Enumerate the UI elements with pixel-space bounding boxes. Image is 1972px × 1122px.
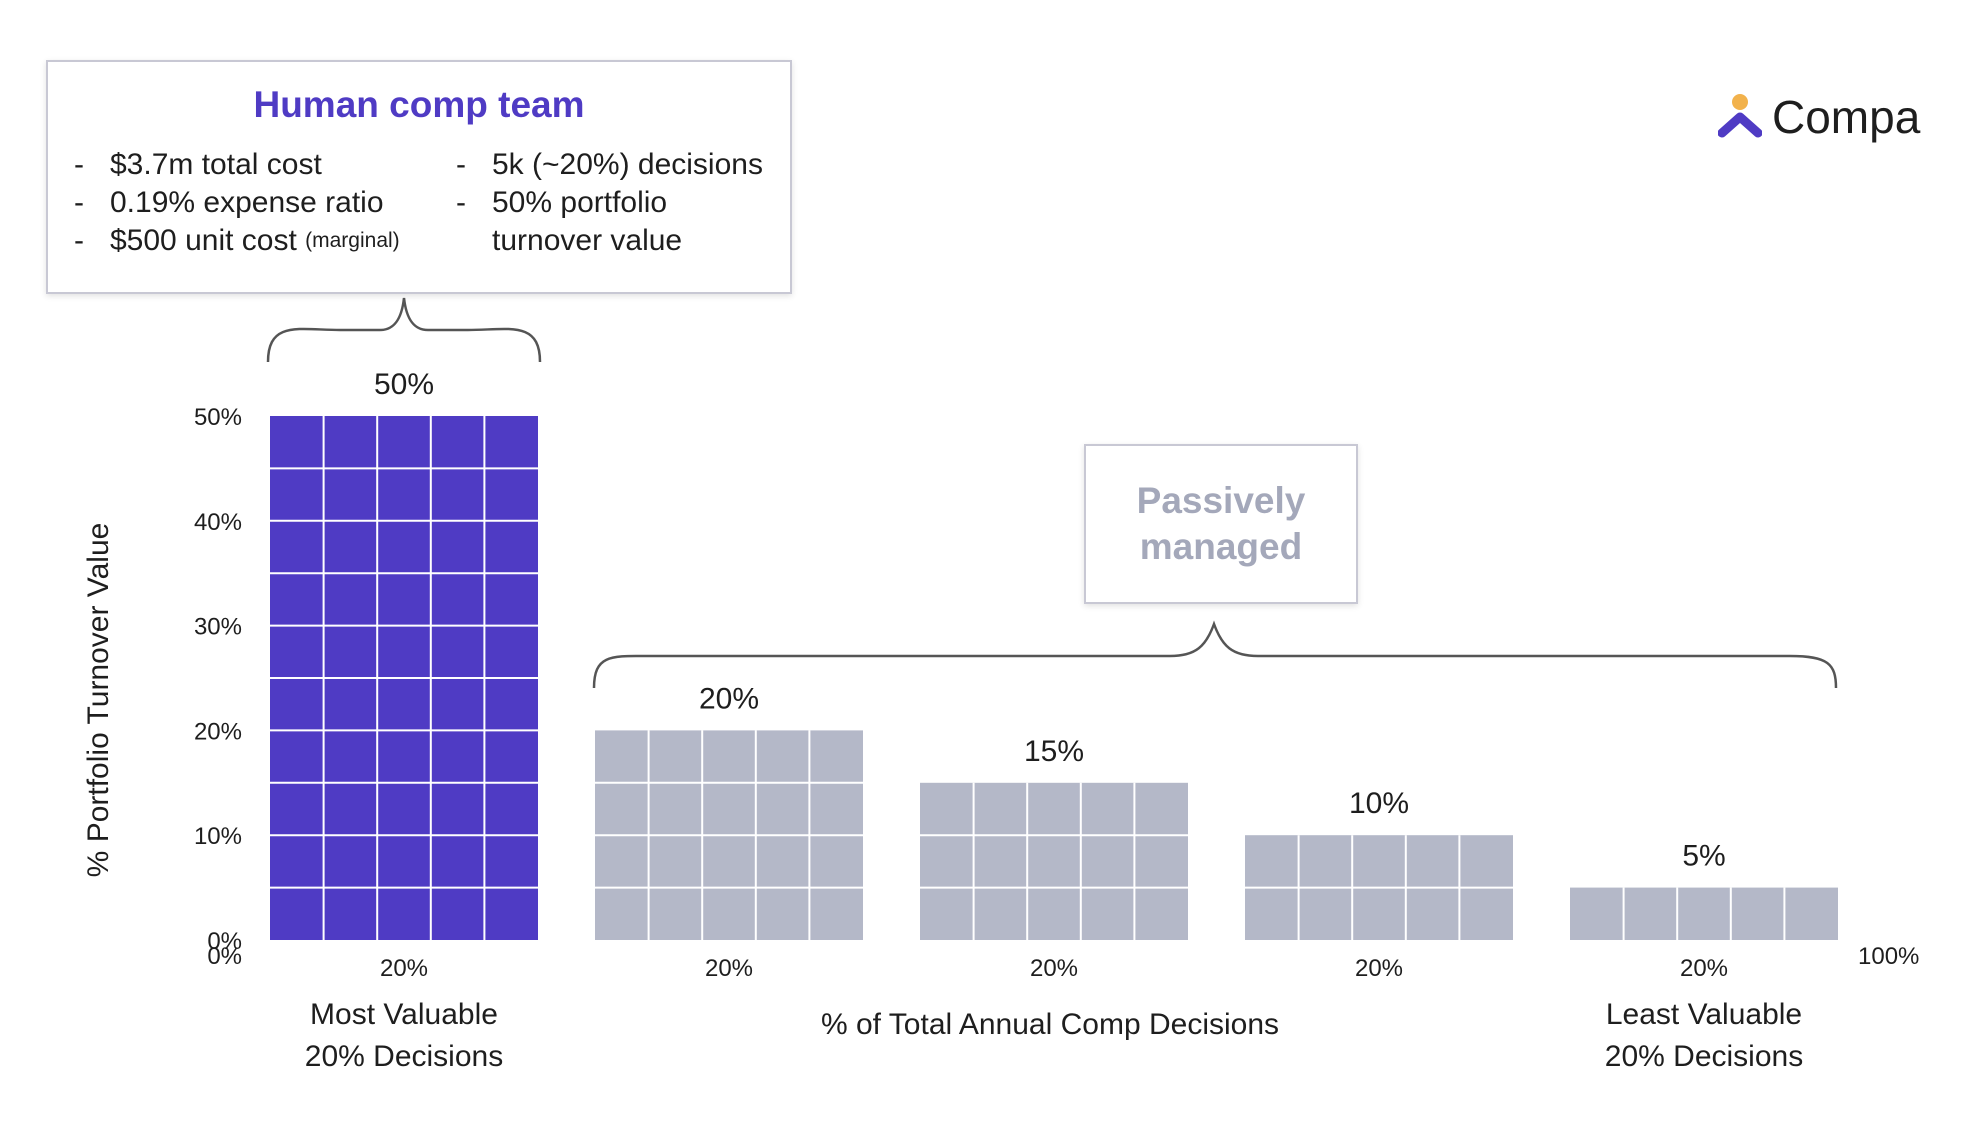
info-item-unit-cost: - $500 unit cost (marginal)	[74, 222, 400, 260]
y-tick-label: 0%	[207, 928, 242, 955]
bar-caption: Most Valuable	[310, 998, 498, 1031]
x-axis-end-label: 100%	[1858, 943, 1919, 970]
bar-caption: Least Valuable	[1606, 998, 1802, 1031]
x-tick-label: 20%	[705, 955, 753, 982]
info-item-decisions: -5k (~20%) decisions	[456, 146, 782, 184]
x-tick-label: 20%	[1030, 955, 1078, 982]
info-item-total-cost: - $3.7m total cost	[74, 146, 400, 184]
bar-caption: 20% Decisions	[1605, 1040, 1803, 1073]
bar-value-label: 15%	[1024, 735, 1084, 768]
info-item-portfolio-value: -50% portfolio turnover value	[456, 184, 782, 260]
info-item-text: 0.19% expense ratio	[110, 186, 384, 219]
x-axis-start-label: 0%	[207, 943, 242, 970]
bar-5	[1570, 887, 1838, 940]
passively-managed-label: Passively managed	[1136, 480, 1306, 567]
y-tick-label: 30%	[194, 614, 242, 641]
human-team-brace	[266, 297, 542, 363]
passively-managed-box: Passively managed	[1084, 444, 1358, 604]
info-item-text: 5k (~20%) decisions	[492, 148, 763, 181]
compa-logo: Compa	[1718, 90, 1920, 144]
info-item-text: $500 unit cost	[110, 224, 297, 257]
info-item-note: (marginal)	[305, 229, 400, 252]
human-comp-team-box: Human comp team - $3.7m total cost -0.19%…	[46, 60, 792, 294]
x-tick-label: 20%	[380, 955, 428, 982]
passive-brace	[592, 620, 1838, 689]
y-tick-label: 10%	[194, 823, 242, 850]
x-tick-label: 20%	[1355, 955, 1403, 982]
bar-value-label: 20%	[699, 682, 759, 715]
info-left-list: - $3.7m total cost -0.19% expense ratio -…	[74, 146, 400, 260]
human-comp-team-title: Human comp team	[253, 84, 585, 125]
info-item-text: $3.7m total cost	[110, 148, 322, 181]
y-tick-label: 40%	[194, 509, 242, 536]
x-axis-label: % of Total Annual Comp Decisions	[821, 1008, 1279, 1041]
info-item-text: 50% portfolio turnover value	[492, 186, 683, 257]
y-tick-label: 20%	[194, 718, 242, 745]
compa-logo-text: Compa	[1772, 91, 1921, 143]
bar-value-label: 5%	[1682, 840, 1725, 873]
y-tick-label: 50%	[194, 404, 242, 431]
info-item-expense-ratio: -0.19% expense ratio	[74, 184, 400, 222]
x-tick-label: 20%	[1680, 955, 1728, 982]
compa-logo-icon	[1718, 94, 1762, 138]
bar-3	[920, 782, 1188, 940]
y-axis-label: % Portfolio Turnover Value	[82, 523, 115, 878]
bar-caption: 20% Decisions	[305, 1040, 503, 1073]
bar-value-label: 50%	[374, 368, 434, 401]
bar-value-label: 10%	[1349, 787, 1409, 820]
info-right-list: -5k (~20%) decisions -50% portfolio turn…	[456, 146, 782, 260]
